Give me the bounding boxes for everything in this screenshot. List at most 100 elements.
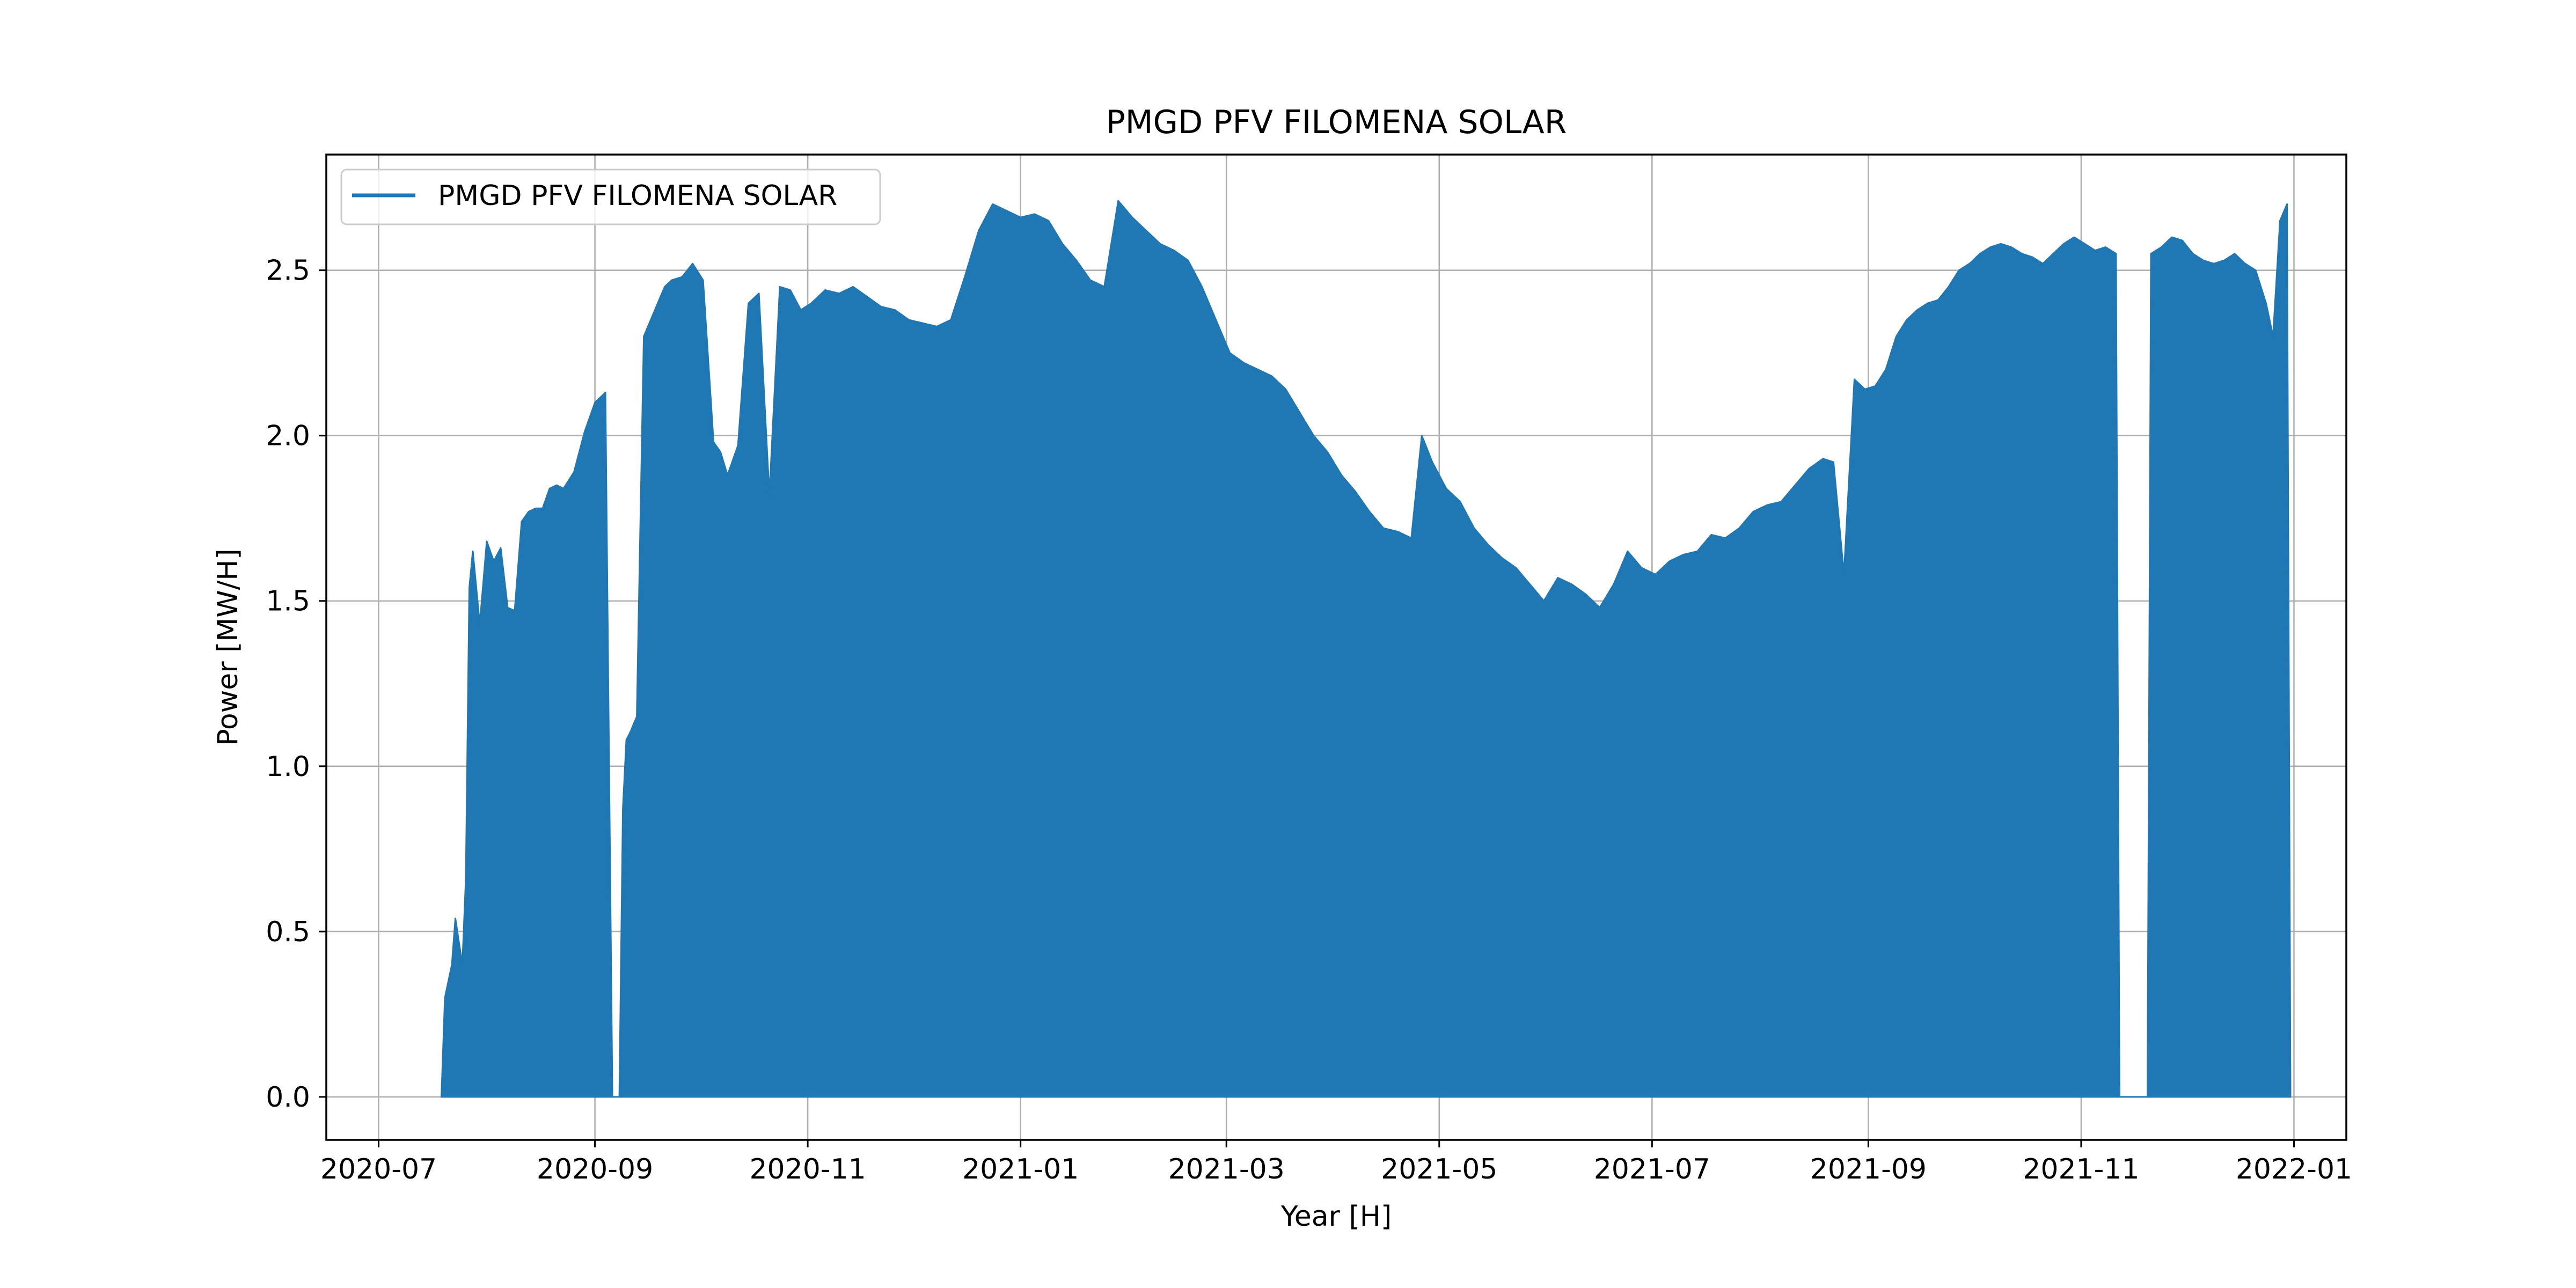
data-point [535,508,536,509]
data-point [619,1096,620,1097]
data-point [1257,369,1258,370]
data-point [2042,263,2044,265]
data-point [2279,220,2281,222]
data-point [1271,376,1272,377]
plot-frame [325,153,2347,1141]
data-point [824,289,826,291]
data-point [2053,253,2054,254]
data-point [1585,594,1586,595]
data-point [936,326,938,327]
y-tick-label: 1.0 [266,751,310,783]
data-point [1739,528,1740,529]
data-point [1075,260,1077,261]
data-point [1927,303,1928,304]
data-point [1020,217,1021,218]
data-point [1173,250,1175,251]
data-point [462,964,463,965]
data-point [671,280,672,281]
data-point [465,878,466,880]
y-tick-label: 0.5 [266,916,310,948]
series-0-area [441,200,2292,1098]
data-point [1502,557,1503,559]
legend-label: PMGD PFV FILOMENA SOLAR [438,180,837,212]
data-point [964,276,965,277]
data-point [594,402,596,403]
data-point [1823,458,1824,459]
data-point [1313,435,1314,436]
x-tick-label: 2020-09 [537,1153,653,1185]
x-tick-label: 2021-01 [962,1153,1079,1185]
x-tick-label: 2022-01 [2236,1153,2352,1185]
data-point [493,561,494,562]
data-point [1529,584,1531,585]
y-axis-label: Power [MW/H] [212,548,244,745]
series-area [441,200,2292,1098]
data-point [800,309,801,311]
data-point [1159,243,1161,245]
data-point [444,997,445,998]
y-tick-label: 1.5 [266,586,310,618]
data-point [629,733,631,734]
data-point [2244,263,2246,265]
data-point [838,293,840,294]
data-point [852,286,854,288]
data-point [866,296,868,297]
data-point [2202,260,2204,261]
data-point [1516,567,1517,568]
data-point [1145,230,1147,231]
data-point [1683,554,1684,555]
data-point [1655,574,1656,575]
data-point [1103,286,1105,288]
data-point [2032,257,2033,258]
data-point [1432,462,1433,463]
data-point [643,336,645,337]
data-point [789,289,791,291]
data-point [1243,362,1245,363]
data-point [1543,600,1545,602]
data-point [2192,253,2193,254]
data-point [1599,607,1600,608]
data-point [922,323,924,324]
data-point [720,451,721,453]
data-point [1131,217,1133,218]
x-tick-label: 2021-09 [1810,1153,1927,1185]
x-tick-label: 2021-07 [1594,1153,1710,1185]
data-point [472,551,473,552]
data-point [779,286,780,288]
data-point [2182,240,2183,241]
data-point [2272,336,2274,337]
x-tick-label: 2021-11 [2023,1153,2139,1185]
data-point [908,319,910,320]
data-point [702,280,704,281]
data-point [992,203,993,205]
data-point [1875,385,1876,387]
data-point [2150,253,2151,254]
data-point [2234,253,2235,254]
data-point [622,809,624,810]
data-point [1557,577,1558,579]
data-point [1725,537,1726,539]
data-point [1906,319,1907,320]
data-point [521,521,522,522]
legend-box [340,169,881,225]
data-point [573,471,575,473]
data-point [1355,491,1356,493]
y-tick-label: 2.5 [266,255,310,287]
chart-title: PMGD PFV FILOMENA SOLAR [1106,104,1567,141]
data-point [769,494,770,496]
data-point [486,541,487,542]
data-point [1697,551,1698,552]
data-point [605,392,606,393]
data-point [612,1096,613,1097]
data-point [650,319,652,320]
data-point [894,309,896,311]
data-point [682,276,683,277]
data-point [1896,336,1897,337]
data-point [657,303,658,304]
data-point [1641,567,1642,568]
data-point [2000,243,2002,245]
x-tick-label: 2020-07 [320,1153,437,1185]
data-point [1969,263,1970,265]
data-point [1006,210,1007,211]
